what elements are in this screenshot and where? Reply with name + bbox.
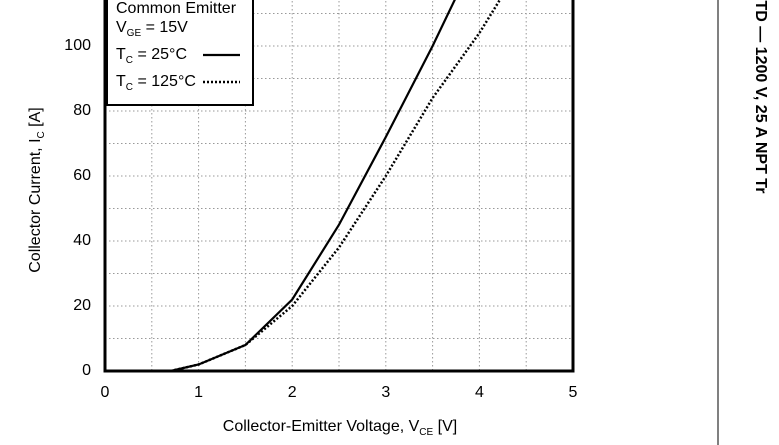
legend-label: TC = 25°C: [116, 46, 187, 65]
legend-label-rest: =: [133, 46, 151, 63]
y-tick-label: 40: [73, 232, 91, 249]
y-axis-label: Collector Current, IC [A]: [27, 107, 46, 273]
x-axis-label-rest: [V]: [433, 418, 457, 435]
legend-condition-main: V: [116, 19, 127, 36]
x-axis-label-sub: CE: [419, 427, 433, 438]
series-line: [170, 0, 502, 373]
legend-box: [106, 0, 254, 106]
legend-label-sub: C: [126, 55, 133, 66]
legend-label-rest: =: [133, 73, 151, 90]
x-tick-label: 1: [194, 384, 203, 401]
x-axis-label-main: Collector-Emitter Voltage, V: [223, 418, 420, 435]
y-tick-label: 80: [73, 102, 91, 119]
y-axis-label-sub: C: [36, 131, 47, 138]
x-tick-label: 5: [569, 384, 578, 401]
legend-condition: VGE = 15V: [116, 19, 188, 38]
y-tick-label: 0: [82, 362, 91, 379]
x-tick-label: 4: [475, 384, 484, 401]
axis-frame: [103, 0, 575, 373]
legend-condition-rest: = 15V: [141, 19, 188, 36]
x-tick-label: 0: [101, 384, 110, 401]
legend-label-main: T: [116, 46, 126, 63]
y-tick-label: 20: [73, 297, 91, 314]
x-tick-label: 3: [381, 384, 390, 401]
legend-condition-sub: GE: [127, 28, 142, 39]
x-tick-label: 2: [288, 384, 297, 401]
y-axis-label-main: Collector Current, I: [27, 138, 44, 272]
legend-title: Common Emitter: [116, 0, 237, 17]
legend-label-main: T: [116, 73, 126, 90]
y-tick-label: 60: [73, 167, 91, 184]
x-axis-label: Collector-Emitter Voltage, VCE [V]: [223, 418, 457, 437]
legend-name: 25°C: [151, 46, 187, 63]
side-heading: ITD — 1200 V, 25 A NPT Tr: [752, 0, 769, 193]
legend-name: 125°C: [151, 73, 196, 90]
y-tick-label: 100: [64, 37, 91, 54]
legend-label-sub: C: [126, 82, 133, 93]
y-axis-label-rest: [A]: [27, 107, 44, 131]
legend-label: TC = 125°C: [116, 73, 196, 92]
